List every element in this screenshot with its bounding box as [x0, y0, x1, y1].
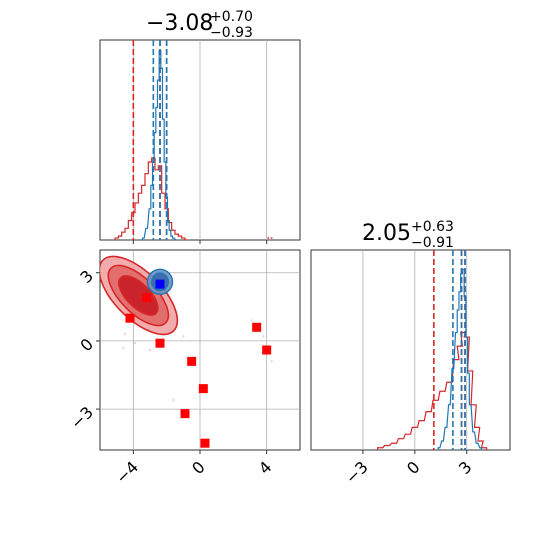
truth-marker	[155, 279, 165, 289]
param1-title-lower: −0.93	[210, 25, 253, 41]
param2-title-upper: +0.63	[411, 219, 454, 235]
marker-square	[252, 322, 262, 332]
sample-point	[262, 335, 265, 338]
param1-title-upper: +0.70	[210, 9, 253, 25]
x-tick-label: 3	[455, 457, 476, 478]
hist-series-a	[114, 157, 189, 240]
marker-square	[187, 356, 197, 366]
marker-square	[262, 345, 272, 355]
sample-point	[172, 398, 175, 402]
y-tick-label: 3	[76, 266, 97, 287]
y-tick-label: 0	[76, 335, 97, 356]
hist-series-b	[141, 50, 178, 240]
marker-square	[142, 293, 152, 303]
panel-frame	[310, 249, 511, 451]
sample-point	[182, 335, 185, 338]
marker-square	[180, 409, 190, 419]
x-tick-label: −3	[342, 457, 372, 487]
sample-point	[133, 342, 137, 345]
panel-param2-hist: −3 0 3 2.05 +0.63 −0.91	[310, 219, 511, 488]
contour-series-a	[118, 275, 159, 316]
x-tick-label: 4	[255, 457, 276, 478]
marker-square	[198, 384, 208, 394]
y-tick-label: −3	[67, 403, 97, 433]
marker-square	[125, 313, 135, 323]
marker-square	[155, 338, 165, 348]
marker-square	[200, 438, 210, 448]
x-tick-label: −4	[112, 457, 142, 487]
panel-param1-hist: −3.08 +0.70 −0.93	[99, 9, 301, 241]
param2-title-lower: −0.91	[411, 235, 454, 251]
sample-point	[270, 360, 273, 363]
x-tick-label: 0	[403, 457, 424, 478]
sample-point	[122, 346, 125, 349]
sample-point	[250, 319, 253, 322]
sample-point	[148, 348, 152, 352]
param2-title-median: 2.05	[362, 221, 411, 246]
x-tick-label: 0	[188, 457, 209, 478]
param1-title-median: −3.08	[146, 11, 213, 36]
panel-joint: −4 0 4 −3 0 3	[67, 249, 301, 488]
hist-series-a	[377, 331, 488, 450]
sample-point	[123, 332, 127, 336]
